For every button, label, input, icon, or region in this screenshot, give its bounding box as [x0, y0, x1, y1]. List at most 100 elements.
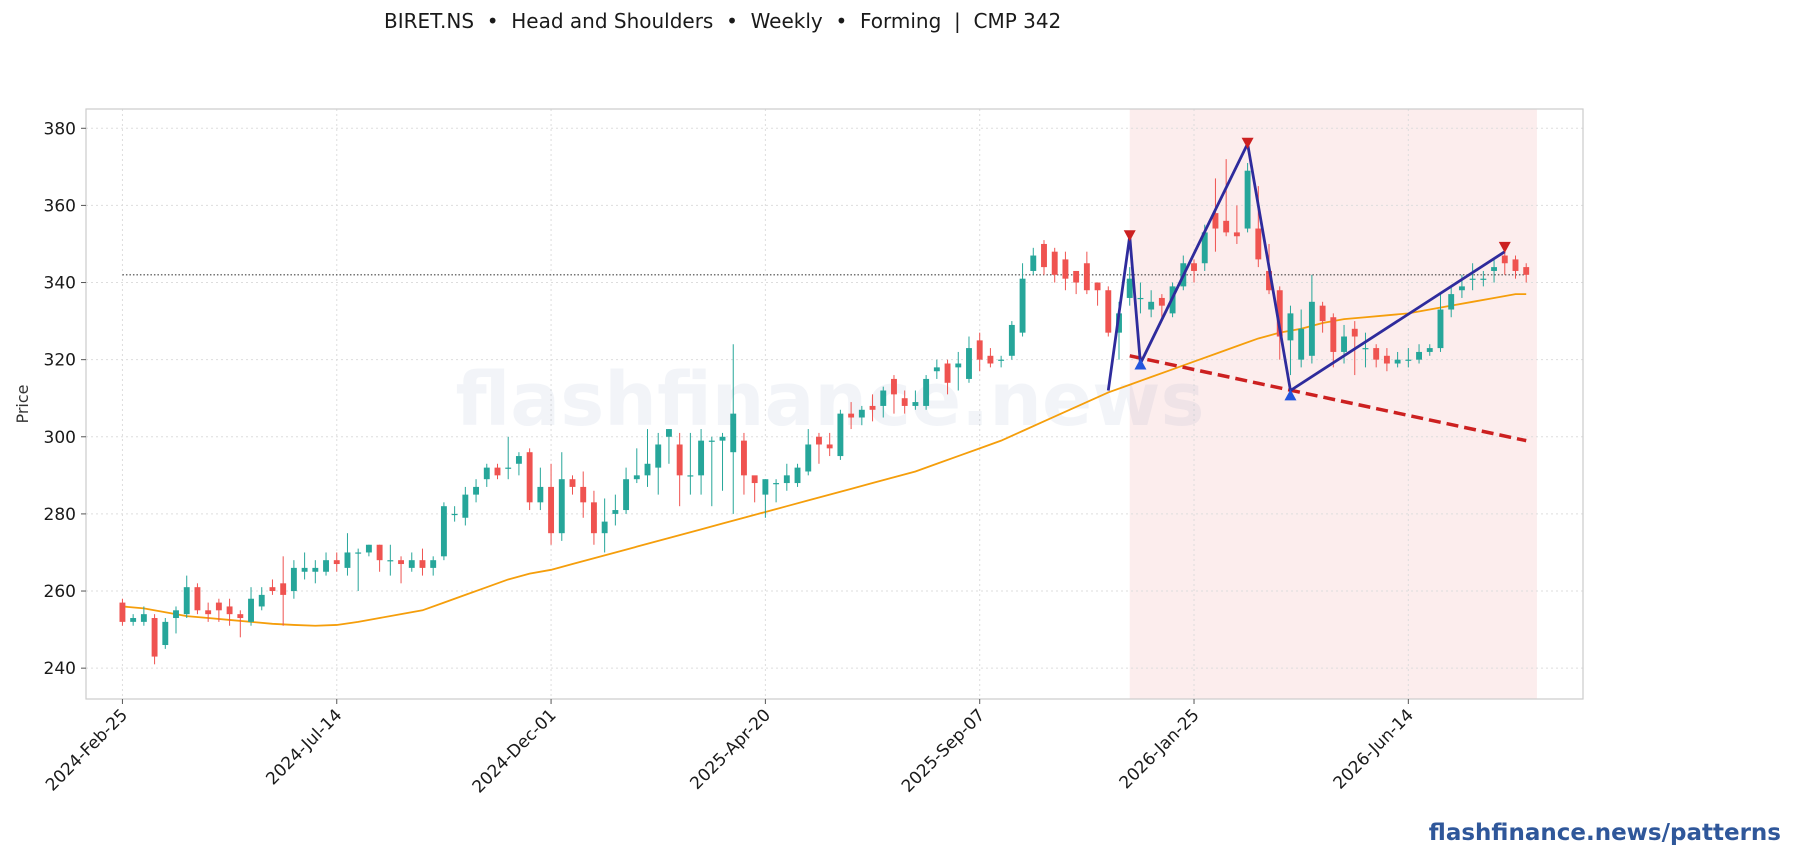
candle-body	[826, 444, 833, 449]
candle-body	[805, 444, 812, 472]
candle-body	[623, 479, 630, 511]
x-tick-label: 2026-Jun-14	[1330, 705, 1418, 793]
candle-body	[505, 467, 512, 469]
candle	[848, 402, 855, 430]
candle	[1469, 263, 1476, 291]
y-tick-label: 380	[44, 119, 76, 139]
candle	[858, 405, 865, 426]
candle	[162, 618, 169, 649]
pattern-highlight-region	[1129, 109, 1537, 699]
candle	[826, 432, 833, 457]
candle	[794, 463, 801, 487]
y-tick-label: 320	[44, 351, 76, 371]
candle-body	[1373, 348, 1380, 360]
watermark-text: flashfinance.news	[455, 357, 1204, 443]
candle	[365, 544, 372, 557]
candle-body	[515, 456, 522, 464]
candle-body	[1223, 220, 1230, 233]
candle	[301, 552, 308, 580]
candle	[215, 598, 222, 622]
candle-body	[473, 486, 480, 495]
candle-body	[1308, 301, 1315, 356]
candle-body	[237, 614, 244, 619]
candle-body	[440, 506, 447, 557]
candle	[1233, 205, 1240, 244]
candle-body	[1030, 255, 1037, 271]
y-tick-label: 360	[44, 196, 76, 216]
candle	[816, 432, 822, 464]
candle	[869, 394, 876, 422]
candle-body	[1480, 278, 1487, 280]
candle-body	[269, 587, 276, 592]
candle	[1298, 309, 1305, 368]
candle-body	[1191, 263, 1197, 271]
candle	[1426, 344, 1433, 356]
y-tick-label: 300	[44, 428, 76, 448]
y-tick-label: 280	[44, 505, 76, 525]
candle	[1437, 294, 1444, 352]
candle	[1383, 348, 1390, 372]
candle-body	[1426, 348, 1433, 352]
candle	[1244, 162, 1251, 233]
candle	[280, 556, 287, 626]
candle	[526, 448, 533, 511]
pattern-line	[1106, 142, 1506, 392]
candle-body	[1073, 270, 1080, 283]
candle	[998, 355, 1005, 368]
candle	[676, 432, 683, 507]
candle-body	[1405, 359, 1412, 361]
candle-body	[1298, 328, 1305, 360]
candle	[1491, 259, 1498, 283]
candle	[205, 602, 212, 622]
candle	[387, 544, 394, 576]
candle	[976, 332, 983, 372]
candle	[130, 614, 137, 626]
candle-body	[998, 359, 1005, 361]
candle	[548, 463, 555, 545]
candle	[569, 475, 576, 495]
candle-body	[741, 440, 747, 476]
candle	[944, 359, 951, 395]
candle	[730, 344, 737, 514]
candle	[987, 348, 994, 368]
candle	[1212, 178, 1219, 252]
candle-body	[1008, 324, 1015, 356]
candle-body	[301, 567, 308, 572]
x-tick-label: 2024-Jul-14	[262, 705, 346, 789]
candle	[1019, 263, 1026, 337]
candle-body	[1094, 282, 1101, 291]
footer-link[interactable]: flashfinance.news/patterns	[1428, 820, 1781, 846]
candle-body	[344, 552, 351, 568]
candle-body	[1330, 317, 1337, 352]
chart-title: BIRET.NS • Head and Shoulders • Weekly •…	[384, 9, 1062, 33]
candle-body	[601, 521, 608, 534]
candle-body	[1212, 213, 1219, 229]
candle-body	[880, 390, 887, 406]
candle-body	[1266, 270, 1272, 291]
candle	[1062, 251, 1069, 291]
candle-body	[1019, 278, 1026, 333]
candle-body	[976, 340, 983, 360]
candle-body	[1041, 243, 1047, 268]
candle-body	[355, 552, 362, 554]
candle-body	[590, 502, 597, 534]
candle-body	[1244, 170, 1251, 229]
candle-body	[226, 606, 233, 615]
candle	[955, 351, 962, 391]
candle	[1319, 301, 1326, 333]
candle	[1512, 255, 1519, 279]
candle-body	[1523, 267, 1530, 275]
candle-body	[848, 413, 855, 418]
candle	[633, 448, 640, 484]
candle-body	[483, 467, 490, 480]
candle-body	[730, 413, 737, 453]
candle	[440, 502, 447, 561]
candle	[665, 429, 672, 464]
candle	[558, 452, 565, 541]
candle	[1287, 305, 1294, 376]
candle-body	[1512, 259, 1519, 271]
candle-body	[816, 436, 822, 445]
candle-body	[655, 444, 662, 468]
candle-body	[1137, 297, 1144, 300]
candle-body	[1501, 255, 1508, 264]
